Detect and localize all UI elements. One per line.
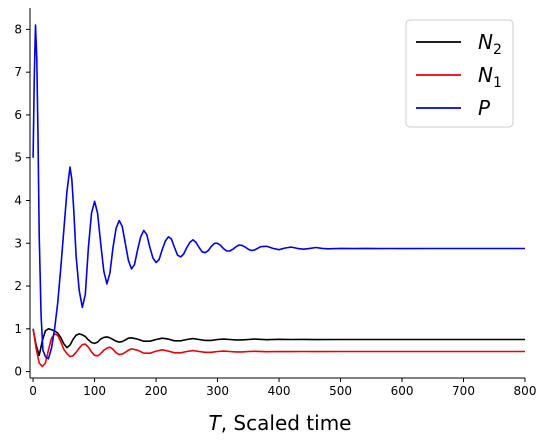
y-tick-label: 5: [14, 151, 22, 165]
legend-label-p: P: [478, 96, 491, 120]
legend-label-n1: N1: [478, 63, 502, 91]
x-tick-label: 800: [514, 384, 537, 398]
x-tick-label: 700: [452, 384, 475, 398]
y-tick-label: 1: [14, 322, 22, 336]
x-tick-label: 200: [145, 384, 168, 398]
x-tick-label: 600: [391, 384, 414, 398]
x-tick-label: 500: [329, 384, 352, 398]
series-line-n2: [32, 327, 525, 357]
y-tick-label: 8: [14, 22, 22, 36]
y-tick-label: 4: [14, 193, 22, 207]
y-tick-label: 0: [14, 365, 22, 379]
y-tick-label: 6: [14, 108, 22, 122]
y-tick-label: 3: [14, 236, 22, 250]
legend-frame: [405, 19, 514, 128]
y-tick-label: 7: [14, 65, 22, 79]
x-tick-label: 0: [29, 384, 37, 398]
series-line-n1: [32, 328, 525, 368]
legend-label-n2: N2: [478, 30, 502, 58]
axes: [26, 8, 526, 382]
x-tick-label: 100: [83, 384, 106, 398]
series-line-p: [32, 24, 525, 360]
x-axis-label: T, Scaled time: [209, 411, 352, 435]
x-tick-label: 400: [268, 384, 291, 398]
plot-lines: [32, 24, 525, 368]
x-tick-label: 300: [206, 384, 229, 398]
tick-labels: 0 100 200 300 400 500 600 700 800 0 1 2 3 4 5 6 7 8: [14, 22, 536, 398]
y-tick-label: 2: [14, 279, 22, 293]
legend: N2 N1 P: [405, 19, 514, 128]
